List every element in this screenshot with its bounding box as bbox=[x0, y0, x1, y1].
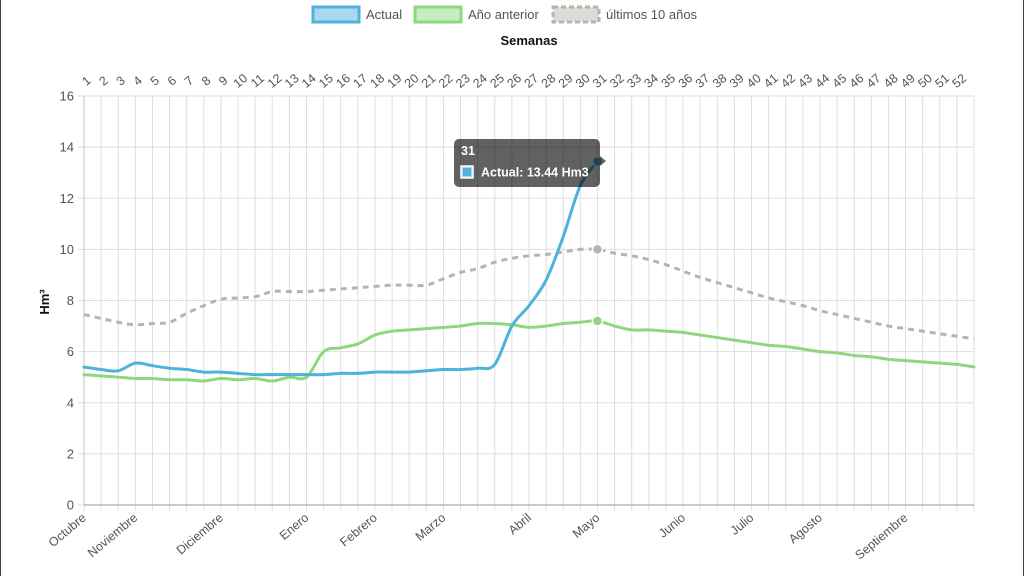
series-line-año-anterior bbox=[82, 319, 976, 383]
week-tick-label: 39 bbox=[727, 71, 747, 91]
week-tick-label: 8 bbox=[199, 73, 213, 88]
legend-label-actual: Actual bbox=[366, 7, 402, 22]
legend-swatch-año-anterior bbox=[413, 5, 463, 24]
week-tick-label: 6 bbox=[165, 73, 179, 88]
tooltip-box bbox=[454, 139, 600, 187]
week-tick-label: 31 bbox=[590, 71, 610, 91]
week-tick-label: 3 bbox=[113, 73, 127, 88]
week-tick-label: 18 bbox=[368, 71, 388, 91]
week-tick-label: 51 bbox=[932, 71, 952, 91]
y-tick-label: 0 bbox=[67, 498, 74, 513]
week-tick-label: 10 bbox=[231, 71, 251, 91]
week-tick-label: 47 bbox=[864, 71, 884, 91]
week-tick-label: 20 bbox=[402, 71, 422, 91]
month-tick-label: Marzo bbox=[413, 511, 449, 544]
y-tick-label: 8 bbox=[67, 293, 74, 308]
week-tick-label: 44 bbox=[813, 71, 833, 91]
y-tick-label: 10 bbox=[60, 242, 74, 257]
week-tick-label: 34 bbox=[641, 71, 661, 91]
week-tick-label: 2 bbox=[96, 73, 110, 88]
month-tick-label: Septiembre bbox=[852, 511, 910, 563]
week-tick-label: 5 bbox=[148, 73, 162, 88]
week-tick-label: 30 bbox=[573, 71, 593, 91]
week-tick-label: 35 bbox=[659, 71, 679, 91]
chart-tooltip: 31 Actual: 13.44 Hm3 bbox=[454, 139, 606, 187]
week-tick-label: 1 bbox=[79, 73, 93, 88]
legend-swatch-últimos-10-años bbox=[551, 5, 601, 24]
week-tick-label: 17 bbox=[350, 71, 370, 91]
week-tick-label: 28 bbox=[539, 71, 559, 91]
legend-label-últimos-10-años: últimos 10 años bbox=[606, 7, 698, 22]
week-tick-label: 11 bbox=[248, 71, 267, 90]
legend-label-año-anterior: Año anterior bbox=[468, 7, 539, 22]
y-tick-label: 12 bbox=[60, 191, 74, 206]
week-tick-label: 46 bbox=[847, 71, 867, 91]
tooltip-text: Actual: 13.44 Hm3 bbox=[481, 166, 589, 180]
x-axis-title: Semanas bbox=[500, 33, 557, 48]
chart-legend: Actual Año anterior últimos 10 años bbox=[311, 5, 698, 24]
month-tick-label: Mayo bbox=[570, 511, 602, 541]
tooltip-swatch-fill bbox=[463, 168, 471, 176]
series-line-actual bbox=[82, 159, 599, 377]
week-tick-label: 41 bbox=[761, 71, 781, 91]
week-tick-label: 33 bbox=[624, 71, 644, 91]
series-point-año-anterior bbox=[591, 315, 604, 327]
tooltip-title: 31 bbox=[461, 144, 475, 158]
week-tick-label: 13 bbox=[282, 71, 302, 91]
y-tick-label: 14 bbox=[60, 140, 74, 155]
month-tick-label: Abril bbox=[506, 511, 534, 538]
week-tick-label: 22 bbox=[436, 71, 456, 91]
month-tick-label: Agosto bbox=[786, 511, 825, 547]
week-tick-label: 12 bbox=[265, 71, 285, 91]
month-tick-label: Diciembre bbox=[174, 511, 226, 558]
week-tick-label: 4 bbox=[131, 73, 145, 88]
week-tick-label: 7 bbox=[182, 73, 196, 88]
month-tick-label: Junio bbox=[656, 511, 688, 541]
week-tick-label: 36 bbox=[676, 71, 696, 91]
week-tick-label: 15 bbox=[316, 71, 336, 91]
y-tick-label: 2 bbox=[67, 446, 74, 461]
week-tick-label: 23 bbox=[453, 71, 473, 91]
y-tick-label: 6 bbox=[67, 344, 74, 359]
week-tick-label: 49 bbox=[898, 71, 918, 91]
week-tick-label: 38 bbox=[710, 71, 730, 91]
week-tick-label: 9 bbox=[216, 73, 230, 88]
week-tick-label: 52 bbox=[949, 71, 969, 91]
y-axis-title: Hm³ bbox=[37, 289, 52, 315]
week-tick-label: 43 bbox=[795, 71, 815, 91]
y-tick-label: 4 bbox=[67, 395, 74, 410]
series-line-últimos-10-años bbox=[83, 247, 975, 341]
month-tick-label: Enero bbox=[277, 511, 312, 543]
y-axis-ticks: 0 2 4 6 8 10 12 14 16 bbox=[60, 89, 74, 513]
chart-grid bbox=[78, 95, 975, 511]
month-tick-label: Noviembre bbox=[85, 511, 140, 561]
legend-swatch-actual bbox=[311, 5, 361, 24]
series-point-últimos-10-años bbox=[591, 243, 604, 256]
month-tick-label: Febrero bbox=[337, 511, 380, 550]
y-tick-label: 16 bbox=[60, 89, 74, 104]
week-tick-label: 25 bbox=[487, 71, 507, 91]
week-tick-label: 26 bbox=[504, 71, 524, 91]
month-tick-label: Octubre bbox=[46, 511, 89, 550]
month-tick-label: Julio bbox=[728, 511, 757, 538]
tooltip-caret bbox=[600, 156, 606, 166]
week-tick-label: 48 bbox=[881, 71, 901, 91]
week-tick-label: 21 bbox=[419, 71, 439, 91]
week-axis-ticks: 1 2 3 4 5 6 7 8 9 1011121314151617181920212223242… bbox=[79, 71, 969, 91]
